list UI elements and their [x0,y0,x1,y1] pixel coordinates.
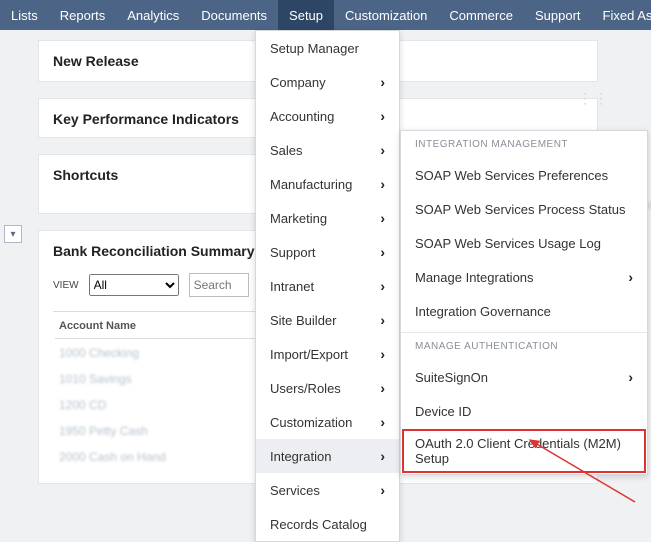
chevron-right-icon: › [380,278,385,294]
submenu-item-label: Integration Governance [415,304,551,319]
menu-item-support[interactable]: Support › [256,235,399,269]
submenu-item-manage-integrations[interactable]: Manage Integrations › [401,260,647,294]
chevron-right-icon: › [628,369,633,385]
submenu-item-soap-web-services-preferences[interactable]: SOAP Web Services Preferences [401,158,647,192]
menu-item-services[interactable]: Services › [256,473,399,507]
submenu-item-label: OAuth 2.0 Client Credentials (M2M) Setup [415,436,633,466]
menu-section-header: MANAGE AUTHENTICATION [401,332,647,360]
menu-item-label: Integration [270,449,331,464]
chevron-right-icon: › [380,414,385,430]
menu-item-records-catalog[interactable]: Records Catalog [256,507,399,541]
chevron-right-icon: › [380,312,385,328]
chevron-right-icon: › [380,448,385,464]
menu-item-label: Company [270,75,326,90]
menu-item-company[interactable]: Company › [256,65,399,99]
menu-item-label: Intranet [270,279,314,294]
menu-item-integration[interactable]: Integration › [256,439,399,473]
menu-item-label: Site Builder [270,313,336,328]
search-input[interactable] [189,273,249,297]
menu-item-label: Customization [270,415,352,430]
side-dropdown-icon[interactable]: ▾ [4,225,22,243]
nav-item-reports[interactable]: Reports [49,0,117,30]
view-label: VIEW [53,280,79,291]
submenu-item-soap-web-services-usage-log[interactable]: SOAP Web Services Usage Log [401,226,647,260]
view-select[interactable]: All [89,274,179,296]
menu-item-label: Import/Export [270,347,348,362]
submenu-item-device-id[interactable]: Device ID [401,394,647,428]
menu-item-label: Support [270,245,316,260]
nav-item-fixed-assets[interactable]: Fixed Assets [592,0,651,30]
chevron-right-icon: › [380,380,385,396]
menu-item-label: Records Catalog [270,517,367,532]
chevron-right-icon: › [380,482,385,498]
submenu-item-soap-web-services-process-status[interactable]: SOAP Web Services Process Status [401,192,647,226]
submenu-item-label: SuiteSignOn [415,370,488,385]
menu-item-manufacturing[interactable]: Manufacturing › [256,167,399,201]
menu-item-label: Services [270,483,320,498]
chevron-right-icon: › [380,244,385,260]
submenu-item-label: Manage Integrations [415,270,534,285]
menu-item-sales[interactable]: Sales › [256,133,399,167]
nav-item-commerce[interactable]: Commerce [438,0,524,30]
menu-item-label: Accounting [270,109,334,124]
menu-item-label: Marketing [270,211,327,226]
submenu-item-integration-governance[interactable]: Integration Governance [401,294,647,328]
menu-item-intranet[interactable]: Intranet › [256,269,399,303]
menu-item-label: Sales [270,143,303,158]
menu-item-label: Setup Manager [270,41,359,56]
chevron-right-icon: › [380,210,385,226]
chevron-right-icon: › [380,142,385,158]
submenu-item-label: SOAP Web Services Usage Log [415,236,601,251]
menu-item-label: Manufacturing [270,177,352,192]
chevron-right-icon: › [628,269,633,285]
menu-item-accounting[interactable]: Accounting › [256,99,399,133]
menu-item-users-roles[interactable]: Users/Roles › [256,371,399,405]
menu-item-customization[interactable]: Customization › [256,405,399,439]
chevron-right-icon: › [380,176,385,192]
nav-item-setup[interactable]: Setup [278,0,334,30]
nav-item-support[interactable]: Support [524,0,592,30]
nav-item-customization[interactable]: Customization [334,0,438,30]
submenu-item-label: SOAP Web Services Preferences [415,168,608,183]
nav-item-analytics[interactable]: Analytics [116,0,190,30]
menu-item-setup-manager[interactable]: Setup Manager [256,31,399,65]
menu-item-import-export[interactable]: Import/Export › [256,337,399,371]
submenu-item-label: Device ID [415,404,471,419]
chevron-right-icon: › [380,74,385,90]
drag-handle-icon[interactable]: ⋮⋮ [578,90,610,106]
menu-item-label: Users/Roles [270,381,341,396]
chevron-right-icon: › [380,346,385,362]
menu-section-header: INTEGRATION MANAGEMENT [401,131,647,158]
nav-item-documents[interactable]: Documents [190,0,278,30]
submenu-item-label: SOAP Web Services Process Status [415,202,626,217]
menu-item-site-builder[interactable]: Site Builder › [256,303,399,337]
submenu-item-suitesignon[interactable]: SuiteSignOn › [401,360,647,394]
nav-item-lists[interactable]: Lists [0,0,49,30]
chevron-right-icon: › [380,108,385,124]
menu-item-marketing[interactable]: Marketing › [256,201,399,235]
submenu-item-oauth-2-0-client-credentials-m2m-setup[interactable]: OAuth 2.0 Client Credentials (M2M) Setup [401,428,647,474]
